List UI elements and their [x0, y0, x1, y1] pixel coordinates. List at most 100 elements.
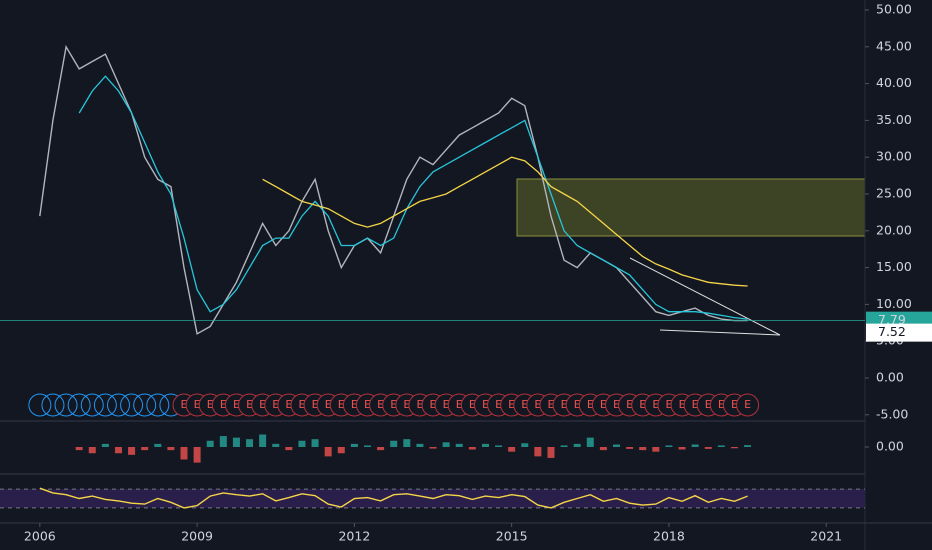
trend-line [659, 329, 781, 336]
earnings-label: E [626, 398, 633, 411]
last-price: 7.79 [878, 312, 906, 327]
earnings-label: E [246, 398, 253, 411]
histogram-bar [613, 444, 621, 447]
histogram-bar [744, 445, 752, 447]
histogram-bar [141, 447, 149, 451]
y-tick-label: 0.00 [876, 439, 904, 454]
earnings-label: E [521, 398, 528, 411]
dividend-marker [41, 393, 65, 417]
histogram-bar [586, 437, 594, 447]
earnings-label: E [495, 398, 502, 411]
earnings-label: E [639, 398, 646, 411]
histogram-bar [468, 447, 476, 450]
histogram-bar [691, 444, 699, 447]
histogram-bar [154, 443, 162, 447]
x-tick-label: 2015 [496, 529, 528, 544]
y-tick-label: 50.00 [876, 2, 912, 17]
earnings-label: E [587, 398, 594, 411]
price-tag [866, 323, 932, 342]
histogram-bar [363, 445, 371, 447]
x-tick-label: 2021 [810, 529, 842, 544]
y-tick-label: 40.00 [876, 75, 912, 90]
dividend-marker [93, 393, 117, 417]
histogram-bar [403, 439, 411, 447]
histogram-bar [285, 447, 293, 451]
earnings-label: E [325, 398, 332, 411]
y-tick-label: -5.00 [876, 406, 908, 421]
earnings-label: E [613, 398, 620, 411]
histogram-bar [259, 434, 267, 447]
histogram-bar [298, 440, 306, 447]
histogram-bar [416, 443, 424, 447]
earnings-label: E [233, 398, 240, 411]
histogram-bar [429, 447, 437, 449]
earnings-label: E [574, 398, 581, 411]
earnings-label: E [692, 398, 699, 411]
earnings-label: E [482, 398, 489, 411]
earnings-label: E [272, 398, 279, 411]
histogram-bar [639, 447, 647, 451]
trend-line [629, 257, 781, 336]
earnings-label: E [469, 398, 476, 411]
earnings-label: E [285, 398, 292, 411]
earnings-label: E [377, 398, 384, 411]
y-tick-label: 15.00 [876, 259, 912, 274]
earnings-label: E [600, 398, 607, 411]
x-tick-label: 2006 [24, 529, 56, 544]
low-price: 7.52 [878, 324, 906, 339]
dividend-marker [146, 393, 170, 417]
earnings-label: E [508, 398, 515, 411]
earnings-label: E [652, 398, 659, 411]
dividend-marker [28, 393, 52, 417]
histogram-bar [573, 443, 581, 447]
histogram-bar [599, 447, 607, 451]
histogram-bar [246, 439, 254, 447]
histogram-bar [547, 447, 555, 458]
earnings-label: E [298, 398, 305, 411]
histogram-bar [717, 445, 725, 447]
histogram-bar [180, 447, 188, 460]
earnings-label: E [416, 398, 423, 411]
histogram-bar [521, 443, 529, 447]
earnings-label: E [548, 398, 555, 411]
earnings-label: E [220, 398, 227, 411]
histogram-bar [114, 447, 122, 454]
y-tick-label: 25.00 [876, 185, 912, 200]
histogram-bar [311, 439, 319, 447]
histogram-bar [665, 445, 673, 447]
earnings-label: E [207, 398, 214, 411]
earnings-label: E [665, 398, 672, 411]
histogram-bar [88, 447, 96, 454]
histogram-bar [704, 447, 712, 449]
earnings-label: E [430, 398, 437, 411]
histogram-bar [495, 445, 503, 447]
earnings-label: E [561, 398, 568, 411]
histogram-bar [377, 447, 385, 451]
y-tick-label: 45.00 [876, 38, 912, 53]
histogram-bar [128, 447, 136, 455]
series-line [78, 75, 748, 320]
histogram-bar [730, 447, 738, 449]
histogram-bar [534, 447, 542, 457]
y-tick-label: 20.00 [876, 222, 912, 237]
histogram-bar [390, 440, 398, 447]
earnings-label: E [338, 398, 345, 411]
histogram-bar [560, 445, 568, 447]
dividend-marker [80, 393, 104, 417]
earnings-label: E [731, 398, 738, 411]
histogram-bar [337, 447, 345, 454]
histogram-bar [481, 443, 489, 447]
earnings-label: E [351, 398, 358, 411]
y-tick-label: 35.00 [876, 112, 912, 127]
histogram-bar [272, 443, 280, 447]
x-tick-label: 2012 [338, 529, 370, 544]
histogram-bar [167, 447, 175, 451]
earnings-label: E [181, 398, 188, 411]
earnings-label: E [718, 398, 725, 411]
histogram-bar [101, 443, 109, 447]
earnings-label: E [679, 398, 686, 411]
histogram-bar [193, 447, 201, 463]
